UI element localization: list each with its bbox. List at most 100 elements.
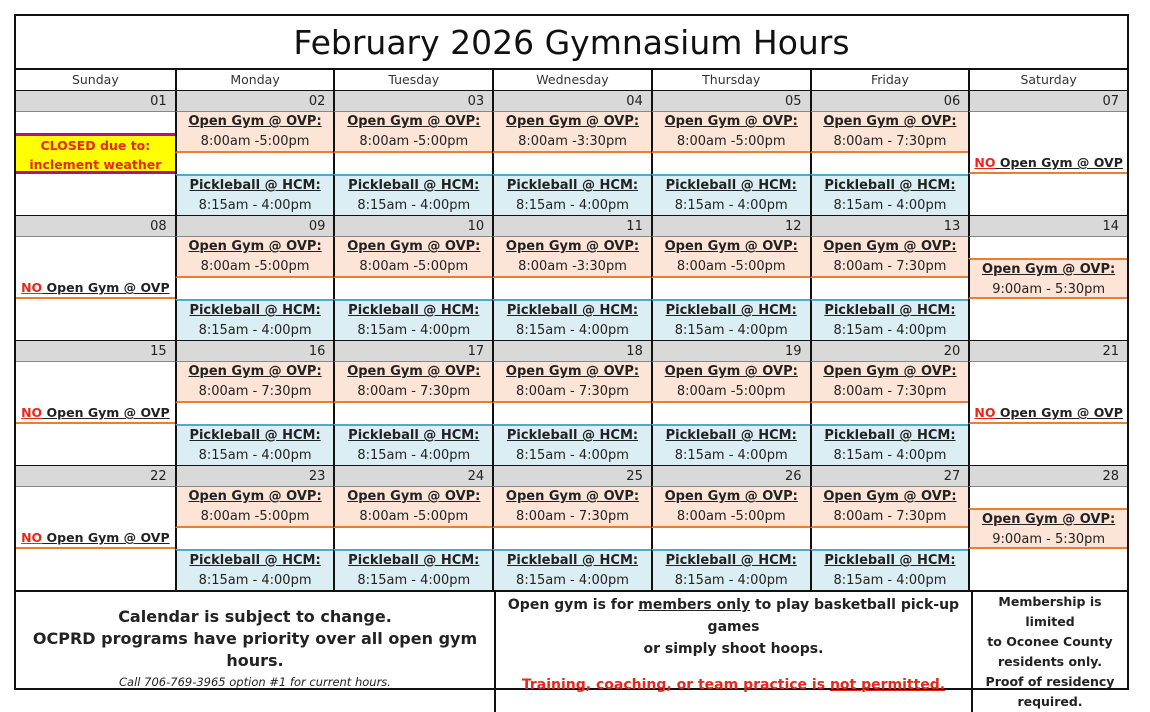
week-row: 22 NO Open Gym @ OVP 23 Open Gym @ OVP: 8:00… [16,465,1127,591]
open-gym-time: 8:00am -5:00pm [359,258,469,274]
day-column [650,361,810,465]
rule-text: to play basketball pick-up games [707,596,960,635]
day-column [174,112,334,215]
week-row: 01 CLOSED due to: inclement weather 02 Open … [16,91,1127,216]
open-gym-time: 8:00am - 7:30pm [357,383,471,399]
pickleball-time: 8:15am - 4:00pm [833,197,947,213]
weeks: 01 CLOSED due to: inclement weather 02 Open … [16,91,1127,591]
pickleball-time: 8:15am - 4:00pm [198,572,312,588]
date-cell: 25 [492,465,651,487]
footer-membership: Membership is limited to Oconee County r… [971,591,1127,712]
pickleball-label: Pickleball @ HCM: [348,177,480,193]
page-title: February 2026 Gymnasium Hours [16,16,1127,70]
no-label: NO [974,155,996,171]
pickleball-label: Pickleball @ HCM: [506,302,639,318]
open-gym-time: 8:00am -5:00pm [676,134,786,149]
pickleball-block: Pickleball @ HCM: 8:15am - 4:00pm [809,298,969,340]
open-gym-label: Open Gym @ OVP: [347,114,481,129]
open-gym-label: Open Gym @ OVP: [505,363,640,379]
no-text: Open Gym @ OVP [42,530,170,546]
pickleball-label: Pickleball @ HCM: [824,302,956,318]
pickleball-label: Pickleball @ HCM: [665,427,797,443]
notice-phone: Call 706-769-3965 option #1 for current … [119,674,391,689]
pickleball-time: 8:15am - 4:00pm [357,322,471,338]
pickleball-time: 8:15am - 4:00pm [516,447,629,463]
pickleball-time: 8:15am - 4:00pm [833,447,947,463]
date-cell: 27 [809,465,969,487]
pickleball-time: 8:15am - 4:00pm [516,322,629,338]
membership-line: required. [1017,693,1083,709]
open-gym-time: 8:00am -3:30pm [518,258,627,274]
closed-line: CLOSED due to: [40,137,151,153]
pickleball-block: Pickleball @ HCM: 8:15am - 4:00pm [333,423,493,465]
open-gym-time: 8:00am - 7:30pm [198,383,312,399]
calendar: February 2026 Gymnasium Hours Sunday Mond… [14,14,1129,712]
pickleball-label: Pickleball @ HCM: [665,177,797,193]
open-gym-time: 8:00am - 7:30pm [833,134,947,149]
pickleball-time: 8:15am - 4:00pm [674,322,788,338]
open-gym-label: Open Gym @ OVP: [664,363,798,379]
date-cell: 17 [333,340,493,362]
open-gym-block: Open Gym @ OVP: 8:00am -5:00pm [333,112,493,154]
day-column [174,486,334,590]
day-column [650,236,810,340]
no-text: Open Gym @ OVP [995,405,1123,421]
open-gym-block: Open Gym @ OVP: 8:00am - 7:30pm [492,361,651,404]
date-cell: 07 [968,91,1127,112]
no-label: NO [21,280,43,296]
day-header-wednesday: Wednesday [492,70,651,90]
day-column [174,361,334,465]
open-gym-label: Open Gym @ OVP: [664,488,798,504]
open-gym-label: Open Gym @ OVP: [982,511,1116,527]
week-row: 08 NO Open Gym @ OVP 09 Open Gym @ OVP: 8:00… [16,215,1127,341]
open-gym-block: Open Gym @ OVP: 8:00am - 7:30pm [809,236,969,279]
pickleball-block: Pickleball @ HCM: 8:15am - 4:00pm [333,298,493,340]
open-gym-block: Open Gym @ OVP: 8:00am - 7:30pm [809,486,969,529]
open-gym-label: Open Gym @ OVP: [982,261,1116,277]
membership-line: to Oconee County [987,633,1113,649]
open-gym-block: Open Gym @ OVP: 8:00am - 7:30pm [174,361,334,404]
pickleball-time: 8:15am - 4:00pm [516,197,629,213]
day-header-monday: Monday [174,70,334,90]
open-gym-time: 8:00am - 7:30pm [516,508,629,524]
footer-rules: Open gym is for members only to play bas… [494,591,971,712]
open-gym-block: Open Gym @ OVP: 8:00am -5:00pm [650,236,810,279]
membership-line: Proof of residency [985,673,1115,689]
open-gym-block: Open Gym @ OVP: 8:00am - 7:30pm [492,486,651,529]
pickleball-label: Pickleball @ HCM: [348,427,480,443]
day-column [333,112,492,215]
pickleball-label: Pickleball @ HCM: [189,552,321,568]
open-gym-time: 8:00am - 7:30pm [833,383,947,399]
pickleball-time: 8:15am - 4:00pm [357,572,471,588]
open-gym-label: Open Gym @ OVP: [505,488,640,504]
date-cell: 08 [16,215,175,237]
pickleball-time: 8:15am - 4:00pm [357,447,471,463]
no-label: NO [21,530,43,546]
day-header-thursday: Thursday [650,70,810,90]
pickleball-block: Pickleball @ HCM: 8:15am - 4:00pm [809,173,969,215]
week-row: 15 NO Open Gym @ OVP 16 Open Gym @ OVP: 8:00… [16,340,1127,466]
open-gym-block: Open Gym @ OVP: 8:00am - 7:30pm [809,361,969,404]
pickleball-time: 8:15am - 4:00pm [833,322,947,338]
date-cell: 10 [333,215,493,237]
rule-text-2: or simply shoot hoops. [643,640,824,657]
date-cell: 22 [16,465,175,487]
open-gym-time: 8:00am -5:00pm [359,508,469,524]
open-gym-label: Open Gym @ OVP: [664,238,798,254]
day-header-friday: Friday [809,70,969,90]
date-cell: 20 [809,340,969,362]
pickleball-time: 8:15am - 4:00pm [198,322,312,338]
open-gym-time: 8:00am -5:00pm [676,383,786,399]
day-header-tuesday: Tuesday [333,70,492,90]
pickleball-label: Pickleball @ HCM: [189,177,321,193]
open-gym-label: Open Gym @ OVP: [823,238,957,254]
open-gym-block: Open Gym @ OVP: 8:00am -5:00pm [650,486,810,529]
day-column [492,112,651,215]
open-gym-time: 9:00am - 5:30pm [992,531,1106,547]
no-text: Open Gym @ OVP [995,155,1123,171]
notice-change: Calendar is subject to change. [118,606,392,626]
date-cell: 16 [174,340,334,362]
pickleball-time: 8:15am - 4:00pm [198,197,312,213]
pickleball-label: Pickleball @ HCM: [665,552,797,568]
weekday-header: Sunday Monday Tuesday Wednesday Thursday Frid… [16,70,1127,91]
